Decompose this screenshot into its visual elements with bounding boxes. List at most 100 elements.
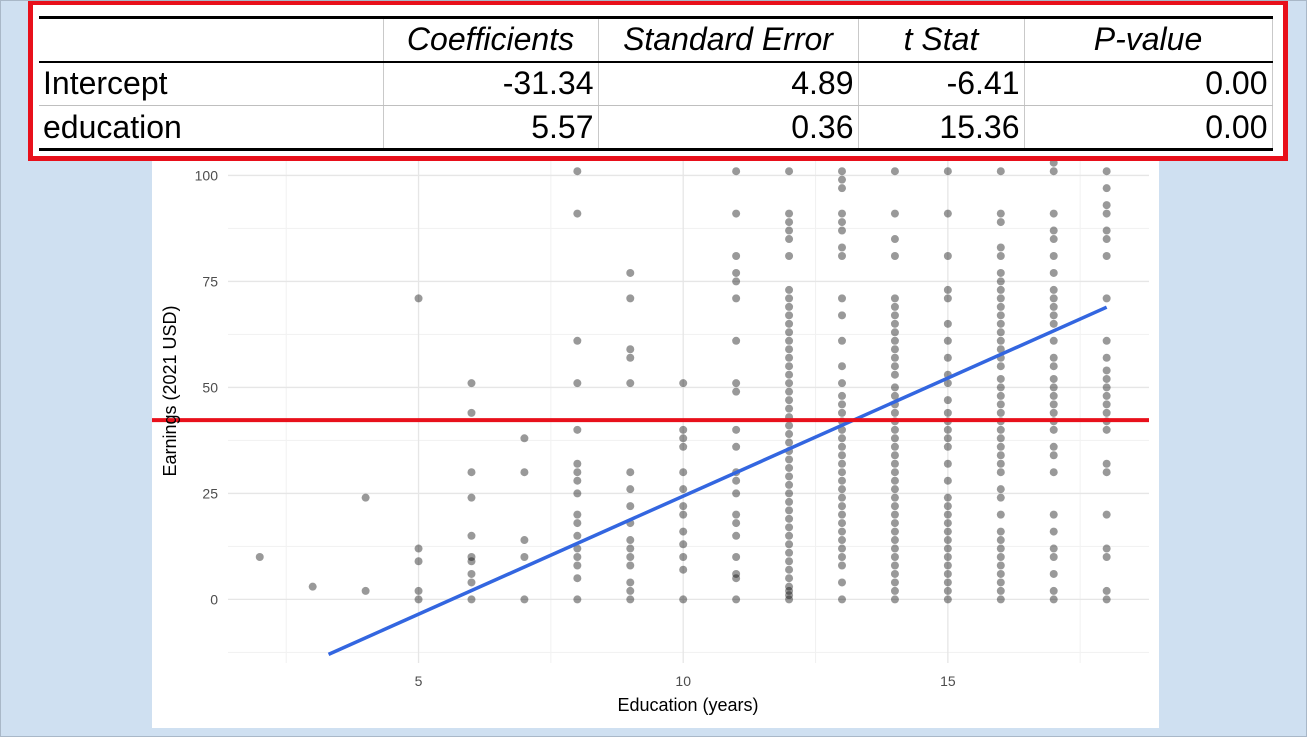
data-point (943, 294, 952, 303)
data-point (626, 578, 635, 587)
data-point (785, 489, 794, 498)
data-point (785, 421, 794, 430)
data-point (732, 336, 741, 345)
data-point (838, 485, 846, 494)
data-point (996, 243, 1005, 252)
data-point (732, 251, 741, 260)
data-point (626, 553, 635, 562)
data-point (943, 319, 952, 328)
data-point (890, 519, 899, 528)
data-point (785, 396, 794, 405)
data-point (838, 362, 846, 371)
x-axis-title: Education (years) (617, 695, 758, 715)
data-point (626, 595, 635, 604)
data-point (1049, 391, 1058, 400)
data-point (1049, 294, 1058, 303)
header-coefficients: Coefficients (383, 16, 599, 63)
cell-t-stat: 15.36 (858, 105, 1025, 151)
data-point (785, 540, 794, 549)
cell-standard-error: 4.89 (598, 61, 859, 106)
header-p-value: P-value (1024, 16, 1273, 63)
data-point (785, 328, 794, 337)
data-point (361, 586, 370, 595)
cell-standard-error: 0.36 (598, 105, 859, 151)
data-point (996, 485, 1005, 494)
data-point (996, 468, 1005, 477)
cell-p-value: 0.00 (1024, 105, 1273, 151)
data-point (467, 553, 476, 562)
data-point (1049, 468, 1058, 477)
y-tick-label: 25 (202, 485, 218, 501)
data-point (996, 328, 1005, 337)
data-point (996, 553, 1005, 562)
data-point (838, 536, 846, 545)
data-point (943, 353, 952, 362)
data-point (996, 400, 1005, 409)
data-point (573, 595, 582, 604)
data-point (467, 578, 476, 587)
data-point (573, 510, 582, 519)
data-point (890, 311, 899, 320)
data-point (626, 379, 635, 388)
data-point (890, 294, 899, 303)
data-point (467, 531, 476, 540)
data-point (996, 294, 1005, 303)
data-point (785, 285, 794, 294)
data-point (573, 489, 582, 498)
data-point (732, 294, 741, 303)
data-point (943, 209, 952, 218)
data-point (996, 434, 1005, 443)
data-point (573, 379, 582, 388)
data-point (785, 472, 794, 481)
data-point (785, 345, 794, 354)
data-point (732, 519, 741, 528)
data-point (573, 531, 582, 540)
data-point (943, 459, 952, 468)
row-label: education (39, 105, 384, 151)
data-point (626, 502, 635, 511)
data-point (838, 476, 846, 485)
data-point (943, 502, 952, 511)
data-point (414, 557, 423, 566)
x-tick-label: 10 (675, 673, 691, 689)
data-point (732, 268, 741, 277)
data-point (890, 370, 899, 379)
data-point (467, 493, 476, 502)
data-point (996, 277, 1005, 286)
data-point (1049, 527, 1058, 536)
data-point (573, 459, 582, 468)
data-point (785, 336, 794, 345)
cell-coefficient: -31.34 (383, 61, 599, 106)
data-point (573, 476, 582, 485)
data-point (1102, 544, 1111, 553)
data-point (838, 527, 846, 536)
data-point (679, 510, 688, 519)
data-point (890, 391, 899, 400)
data-point (890, 434, 899, 443)
data-point (785, 586, 794, 595)
data-point (732, 553, 741, 562)
data-point (785, 430, 794, 439)
data-point (732, 277, 741, 286)
data-point (467, 408, 476, 417)
row-label: Intercept (39, 61, 384, 106)
data-point (890, 527, 899, 536)
data-point (573, 336, 582, 345)
data-point (679, 379, 688, 388)
data-point (1049, 353, 1058, 362)
data-point (890, 362, 899, 371)
data-point (626, 485, 635, 494)
data-point (1102, 468, 1111, 477)
data-point (573, 561, 582, 570)
data-point (890, 251, 899, 260)
data-point (785, 167, 794, 176)
data-point (732, 569, 741, 578)
data-point (838, 218, 846, 227)
data-point (785, 514, 794, 523)
data-point (1049, 544, 1058, 553)
data-point (1049, 553, 1058, 562)
data-point (943, 510, 952, 519)
data-point (785, 497, 794, 506)
data-point (1102, 408, 1111, 417)
data-point (626, 468, 635, 477)
